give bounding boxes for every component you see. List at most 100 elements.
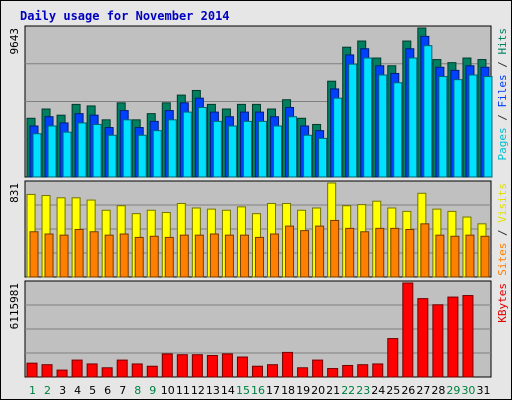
bar-sites (134, 236, 144, 278)
x-tick-label: 17 (266, 384, 280, 397)
bar-pages (152, 130, 162, 178)
bar-sites (29, 231, 39, 278)
bar-sites (239, 234, 249, 278)
bar-sites (405, 228, 415, 278)
bar-sites (285, 225, 295, 278)
x-tick-label: 22 (341, 384, 355, 397)
bar-sites (480, 235, 490, 278)
right-axis-label: Pages / Files / Hits (496, 28, 509, 161)
x-tick-label: 5 (89, 384, 96, 397)
x-tick-label: 26 (401, 384, 415, 397)
bar-pages (197, 106, 207, 178)
x-tick-label: 18 (281, 384, 295, 397)
bar-kbytes (116, 359, 128, 378)
bar-sites (360, 231, 370, 278)
right-axis-label: KBytes (496, 283, 509, 323)
bar-sites (375, 227, 385, 278)
bar-sites (164, 236, 174, 278)
bar-kbytes (236, 356, 248, 378)
bar-sites (330, 219, 340, 278)
bar-kbytes (357, 364, 369, 378)
bar-pages (92, 123, 102, 178)
x-tick-label: 6 (104, 384, 111, 397)
bar-sites (435, 234, 445, 278)
bar-kbytes (327, 368, 339, 378)
bar-kbytes (41, 364, 53, 378)
bar-kbytes (146, 365, 158, 378)
x-tick-label: 23 (356, 384, 370, 397)
bar-pages (333, 97, 343, 178)
legend-entry: Visits (496, 183, 509, 223)
bar-kbytes (161, 353, 173, 378)
bar-kbytes (71, 359, 83, 378)
bar-sites (224, 234, 234, 278)
bar-pages (47, 125, 57, 178)
bar-pages (122, 119, 132, 178)
bar-pages (257, 120, 267, 178)
bar-pages (453, 79, 463, 178)
bar-sites (44, 233, 54, 278)
bar-kbytes (221, 353, 233, 378)
x-tick-label: 4 (74, 384, 81, 397)
y-max-label: 6115981 (8, 283, 21, 329)
bar-pages (468, 74, 478, 178)
bar-sites (104, 234, 114, 278)
bar-pages (423, 45, 433, 178)
bar-sites (345, 227, 355, 278)
bar-sites (270, 233, 280, 278)
x-tick-label: 16 (251, 384, 265, 397)
bar-sites (390, 227, 400, 278)
x-tick-label: 24 (371, 384, 385, 397)
x-tick-label: 10 (161, 384, 175, 397)
bar-kbytes (131, 363, 143, 378)
x-tick-label: 15 (236, 384, 250, 397)
x-tick-label: 14 (221, 384, 235, 397)
x-tick-label: 3 (59, 384, 66, 397)
x-tick-label: 7 (119, 384, 126, 397)
x-tick-label: 9 (149, 384, 156, 397)
bar-sites (315, 225, 325, 278)
bar-kbytes (191, 354, 203, 378)
bar-pages (438, 76, 448, 178)
bar-sites (74, 228, 84, 278)
bar-sites (194, 234, 204, 278)
bar-kbytes (282, 351, 294, 378)
bar-kbytes (312, 359, 324, 378)
y-max-label: 831 (8, 183, 21, 203)
bar-pages (348, 63, 358, 178)
bar-kbytes (417, 298, 429, 378)
bar-pages (303, 134, 313, 178)
x-tick-label: 2 (44, 384, 51, 397)
bar-kbytes (101, 367, 113, 378)
bar-sites (254, 236, 264, 278)
bar-kbytes (86, 363, 98, 378)
x-tick-label: 13 (206, 384, 220, 397)
bar-pages (242, 120, 252, 178)
legend-entry: / (496, 55, 509, 75)
bar-pages (408, 57, 418, 178)
right-axis-label: Sites / Visits (496, 183, 509, 276)
bar-sites (209, 233, 219, 278)
x-tick-label: 31 (476, 384, 490, 397)
bar-pages (212, 120, 222, 178)
x-tick-label: 29 (446, 384, 460, 397)
x-tick-label: 30 (461, 384, 475, 397)
bar-kbytes (402, 282, 414, 378)
x-tick-label: 20 (311, 384, 325, 397)
bar-kbytes (206, 354, 218, 378)
legend-entry: Pages (496, 127, 509, 160)
legend-entry: / (496, 108, 509, 128)
chart-title: Daily usage for November 2014 (20, 9, 230, 23)
legend-entry: Hits (496, 28, 509, 55)
bar-pages (273, 125, 283, 178)
bar-sites (119, 233, 129, 278)
bar-pages (32, 133, 42, 178)
legend-entry: / (496, 223, 509, 243)
bar-kbytes (432, 304, 444, 378)
y-max-label: 9643 (8, 28, 21, 55)
x-tick-label: 27 (416, 384, 430, 397)
x-tick-label: 11 (176, 384, 190, 397)
bar-kbytes (372, 363, 384, 378)
bar-sites (89, 231, 99, 278)
